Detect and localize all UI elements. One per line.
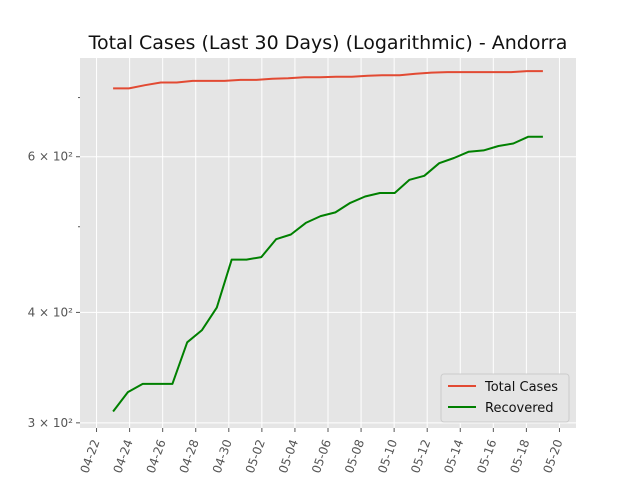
y-axis: 3 × 10² 4 × 10² 6 × 10²	[28, 97, 80, 430]
y-tick-label: 6 × 10²	[28, 150, 74, 164]
series-lines	[112, 70, 543, 413]
y-tick-label: 3 × 10²	[28, 416, 74, 430]
series-line-total-cases	[113, 70, 543, 90]
y-tick-label: 4 × 10²	[28, 305, 74, 319]
legend-label-total-cases: Total Cases	[484, 380, 558, 395]
legend-label-recovered: Recovered	[485, 401, 554, 416]
legend: Total Cases Recovered	[440, 373, 570, 423]
series-line-recovered	[112, 135, 543, 413]
grid	[80, 58, 576, 428]
chart-title: Total Cases (Last 30 Days) (Logarithmic)…	[88, 32, 568, 54]
